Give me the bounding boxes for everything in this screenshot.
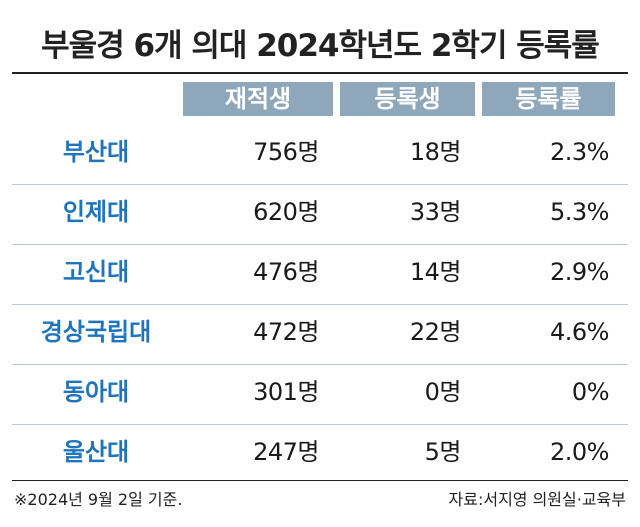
registered-count: 14명 <box>409 258 462 286</box>
school-name: 부산대 <box>62 138 130 166</box>
enrolled-count: 756명 <box>253 138 319 166</box>
enrolled-count: 472명 <box>253 318 319 346</box>
registered-count: 18명 <box>409 138 462 166</box>
registered-count: 5명 <box>424 438 462 466</box>
table-row: 울산대 247명 5명 2.0% <box>12 420 628 484</box>
footnote: ※2024년 9월 2일 기준. <box>14 490 183 509</box>
bottom-divider <box>12 480 628 481</box>
registration-rate: 0% <box>571 378 610 406</box>
registered-count: 33명 <box>409 198 462 226</box>
table-row: 동아대 301명 0명 0% <box>12 360 628 425</box>
school-name: 경상국립대 <box>40 318 152 346</box>
table-row: 고신대 476명 14명 2.9% <box>12 240 628 305</box>
school-name: 동아대 <box>62 378 130 406</box>
column-header-registered: 등록생 <box>340 82 475 116</box>
title-divider <box>12 72 628 74</box>
registration-rate: 5.3% <box>550 198 609 226</box>
source-credit: 자료:서지영 의원실·교육부 <box>448 490 626 509</box>
table-title: 부울경 6개 의대 2024학년도 2학기 등록률 <box>41 28 600 64</box>
table-row: 경상국립대 472명 22명 4.6% <box>12 300 628 365</box>
enrolled-count: 476명 <box>253 258 319 286</box>
school-name: 인제대 <box>62 198 130 226</box>
enrolled-count: 247명 <box>253 438 319 466</box>
table-row: 인제대 620명 33명 5.3% <box>12 180 628 245</box>
registration-rate: 2.9% <box>550 258 609 286</box>
registered-count: 22명 <box>409 318 462 346</box>
registration-rate: 2.3% <box>550 138 609 166</box>
enrolled-count: 620명 <box>253 198 319 226</box>
school-name: 고신대 <box>62 258 130 286</box>
enrolled-count: 301명 <box>253 378 319 406</box>
registered-count: 0명 <box>424 378 462 406</box>
registration-rate: 4.6% <box>550 318 609 346</box>
table-row: 부산대 756명 18명 2.3% <box>12 120 628 185</box>
registration-rate: 2.0% <box>550 438 609 466</box>
column-header-rate: 등록률 <box>482 82 615 116</box>
school-name: 울산대 <box>62 438 130 466</box>
column-header-enrolled: 재적생 <box>183 82 333 116</box>
